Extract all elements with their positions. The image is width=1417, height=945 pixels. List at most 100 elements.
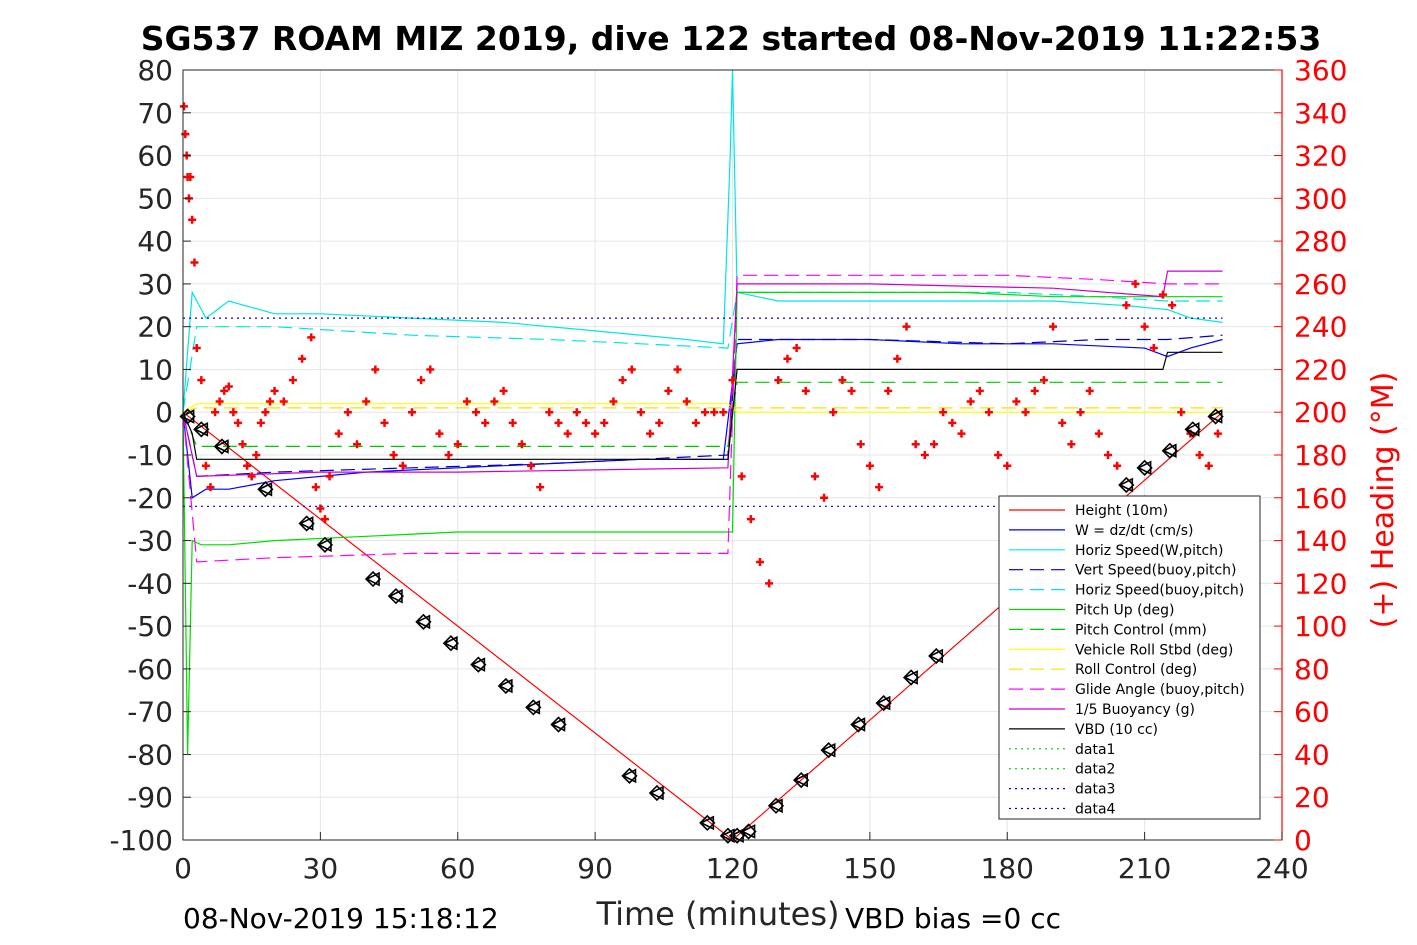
heading-point: [215, 397, 224, 406]
dive-marker: [820, 742, 837, 759]
heading-point: [398, 461, 407, 470]
y-tick-label-right: 300: [1294, 182, 1347, 215]
y-tick-label-right: 160: [1294, 482, 1347, 515]
series-horiz-speed-w-pitch: [182, 69, 1223, 413]
heading-point: [810, 472, 819, 481]
heading-point: [444, 451, 453, 459]
dive-marker: [767, 797, 785, 814]
legend-label: Pitch Up (deg): [1075, 603, 1174, 619]
dive-marker: [364, 570, 382, 588]
heading-point: [1113, 461, 1122, 470]
heading-point: [1085, 386, 1094, 395]
dive-marker: [793, 771, 810, 789]
heading-point: [343, 408, 352, 417]
legend-label: Horiz Speed(W,pitch): [1075, 543, 1223, 559]
x-tick-label: 150: [843, 852, 896, 885]
heading-point: [270, 386, 279, 395]
dive-marker: [648, 784, 666, 802]
legend-label: data2: [1075, 762, 1115, 778]
heading-point: [1039, 376, 1048, 385]
y-tick-label-left: 80: [137, 54, 173, 87]
heading-point: [188, 215, 197, 224]
heading-point: [307, 333, 316, 342]
heading-point: [829, 408, 838, 417]
heading-point: [838, 376, 847, 385]
legend-label: Pitch Control (mm): [1075, 622, 1207, 638]
legend-label: data1: [1075, 742, 1115, 758]
dive-marker: [387, 588, 405, 605]
y-tick-label-right: 60: [1294, 696, 1330, 729]
heading-point: [220, 386, 229, 395]
dive-marker: [875, 694, 892, 712]
y-tick-label-right: 320: [1294, 140, 1347, 173]
x-tick-label: 0: [174, 852, 192, 885]
dive-marker: [298, 515, 315, 532]
heading-point: [517, 440, 526, 449]
heading-point: [1103, 451, 1112, 459]
legend-label: W = dz/dt (cm/s): [1075, 523, 1194, 539]
heading-point: [417, 376, 426, 385]
series-1-5-buoyancy-g: [182, 270, 1223, 478]
dive-marker: [928, 647, 945, 665]
heading-point: [572, 408, 581, 417]
heading-point: [371, 365, 380, 374]
dive-marker: [902, 669, 920, 686]
heading-point: [462, 397, 471, 406]
heading-point: [472, 408, 481, 417]
x-tick-label: 90: [577, 852, 613, 885]
y-tick-label-left: -60: [127, 653, 173, 686]
heading-point: [1003, 461, 1012, 470]
heading-point: [1204, 461, 1213, 470]
series-roll-control-deg: [182, 407, 1223, 413]
y-tick-label-left: -90: [127, 781, 173, 814]
legend-label: data4: [1075, 802, 1116, 818]
y-tick-label-left: 10: [137, 353, 173, 386]
footer-timestamp: 08-Nov-2019 15:18:12: [183, 902, 499, 935]
y-tick-label-right: 260: [1294, 268, 1347, 301]
heading-point: [179, 102, 188, 111]
heading-point: [1049, 322, 1058, 331]
heading-point: [266, 397, 275, 406]
y-tick-label-right: 240: [1294, 311, 1347, 344]
heading-point: [320, 515, 329, 524]
heading-point: [636, 408, 645, 417]
legend-label: 1/5 Buoyancy (g): [1075, 702, 1195, 718]
y-tick-label-right: 200: [1294, 396, 1347, 429]
y-tick-label-left: 30: [137, 268, 173, 301]
heading-point: [755, 557, 764, 566]
heading-point: [929, 440, 938, 449]
heading-point: [1021, 408, 1030, 417]
heading-point: [994, 451, 1003, 459]
heading-point: [353, 440, 362, 449]
x-tick-label: 180: [981, 852, 1034, 885]
heading-point: [783, 354, 792, 363]
heading-point: [1195, 451, 1204, 459]
heading-point: [186, 172, 195, 181]
heading-point: [847, 386, 856, 395]
chart-title: SG537 ROAM MIZ 2019, dive 122 started 08…: [141, 19, 1322, 58]
heading-point: [774, 376, 783, 385]
heading-point: [334, 429, 343, 438]
legend-label: Height (10m): [1075, 503, 1168, 519]
y-tick-label-right: 0: [1294, 824, 1312, 857]
heading-point: [948, 418, 957, 427]
y-tick-label-left: 50: [137, 182, 173, 215]
y-tick-label-left: 20: [137, 311, 173, 344]
heading-point: [975, 386, 984, 395]
heading-point: [1058, 418, 1067, 427]
heading-point: [627, 365, 636, 374]
heading-point: [746, 515, 755, 524]
heading-point: [508, 418, 517, 427]
heading-point: [233, 418, 242, 427]
heading-point: [984, 408, 993, 417]
heading-point: [252, 451, 261, 459]
heading-point: [600, 418, 609, 427]
heading-point: [875, 483, 884, 492]
dive-marker: [442, 635, 460, 652]
heading-point: [261, 408, 270, 417]
heading-point: [256, 418, 265, 427]
series-layer: [182, 69, 1223, 841]
y-tick-label-right: 20: [1294, 781, 1330, 814]
series-glide-angle-buoy-pitch: [182, 274, 1223, 563]
heading-point: [939, 408, 948, 417]
